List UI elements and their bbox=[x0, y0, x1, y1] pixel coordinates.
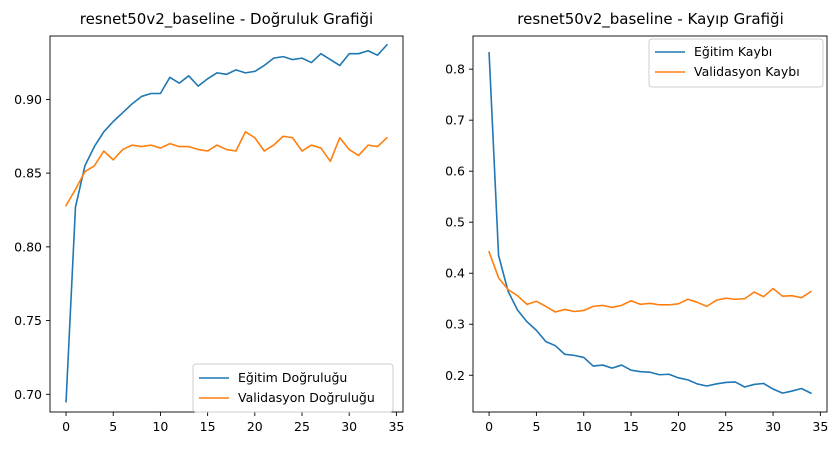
accuracy-x-tick-label: 30 bbox=[341, 419, 357, 434]
loss-x-tick-label: 35 bbox=[812, 419, 828, 434]
accuracy-legend: Eğitim Doğruluğu Validasyon Doğruluğu bbox=[192, 363, 394, 413]
accuracy-y-tick-label: 0.85 bbox=[14, 166, 42, 181]
loss-y-tick-label: 0.3 bbox=[445, 317, 465, 332]
accuracy-legend-box bbox=[192, 363, 394, 413]
accuracy-x-tick-label: 35 bbox=[388, 419, 404, 434]
loss-x-tick-label: 20 bbox=[670, 419, 686, 434]
accuracy-x-tick-label: 10 bbox=[152, 419, 168, 434]
loss-x-tick-label: 25 bbox=[718, 419, 734, 434]
accuracy-chart: resnet50v2_baseline - Doğruluk Grafiği 0… bbox=[14, 10, 404, 434]
accuracy-series-line-1 bbox=[65, 43, 389, 403]
loss-x-tick-label: 5 bbox=[532, 419, 540, 434]
accuracy-chart-title: resnet50v2_baseline - Doğruluk Grafiği bbox=[80, 10, 373, 29]
loss-legend-label-val: Validasyon Kaybı bbox=[694, 64, 800, 79]
loss-y-tick-label: 0.8 bbox=[445, 62, 465, 77]
loss-y-tick-label: 0.7 bbox=[445, 113, 465, 128]
loss-x-tick-label: 30 bbox=[765, 419, 781, 434]
loss-y-tick-label: 0.2 bbox=[445, 368, 465, 383]
loss-y-tick-label: 0.5 bbox=[445, 215, 465, 230]
loss-y-tick-label: 0.4 bbox=[445, 266, 465, 281]
loss-legend-box bbox=[648, 38, 824, 88]
accuracy-plot-area: 0 5 10 15 20 25 30 35 0.70 0.75 0.80 0.85 0.90 bbox=[14, 35, 404, 434]
loss-x-tick-label: 15 bbox=[623, 419, 639, 434]
accuracy-y-tick-label: 0.90 bbox=[14, 92, 42, 107]
loss-legend: Eğitim Kaybı Validasyon Kaybı bbox=[648, 38, 824, 88]
accuracy-x-tick-label: 20 bbox=[247, 419, 263, 434]
accuracy-x-tick-label: 15 bbox=[200, 419, 216, 434]
loss-series-line-2 bbox=[488, 250, 813, 313]
loss-legend-label-train: Eğitim Kaybı bbox=[694, 44, 772, 59]
loss-axes-frame bbox=[472, 35, 828, 413]
loss-chart-title: resnet50v2_baseline - Kayıp Grafiği bbox=[517, 10, 784, 29]
accuracy-x-tick-label: 25 bbox=[294, 419, 310, 434]
loss-x-tick-label: 10 bbox=[576, 419, 592, 434]
accuracy-y-tick-label: 0.70 bbox=[14, 387, 42, 402]
accuracy-legend-label-val: Validasyon Doğruluğu bbox=[238, 390, 375, 405]
accuracy-series-line-2 bbox=[64, 131, 389, 207]
loss-chart: resnet50v2_baseline - Kayıp Grafiği 0 5 10… bbox=[445, 10, 828, 434]
accuracy-y-tick-label: 0.80 bbox=[14, 239, 42, 254]
loss-x-tick-label: 0 bbox=[485, 419, 493, 434]
accuracy-y-tick-label: 0.75 bbox=[14, 313, 42, 328]
accuracy-x-tick-label: 5 bbox=[109, 419, 117, 434]
loss-series-line-1 bbox=[488, 52, 812, 395]
loss-plot-area: 0 5 10 15 20 25 30 35 0.2 0.3 0.4 0.5 0.6 0.7 0.8 bbox=[445, 35, 828, 434]
accuracy-legend-label-train: Eğitim Doğruluğu bbox=[238, 370, 347, 385]
accuracy-x-tick-label: 0 bbox=[62, 419, 70, 434]
loss-y-tick-label: 0.6 bbox=[445, 164, 465, 179]
